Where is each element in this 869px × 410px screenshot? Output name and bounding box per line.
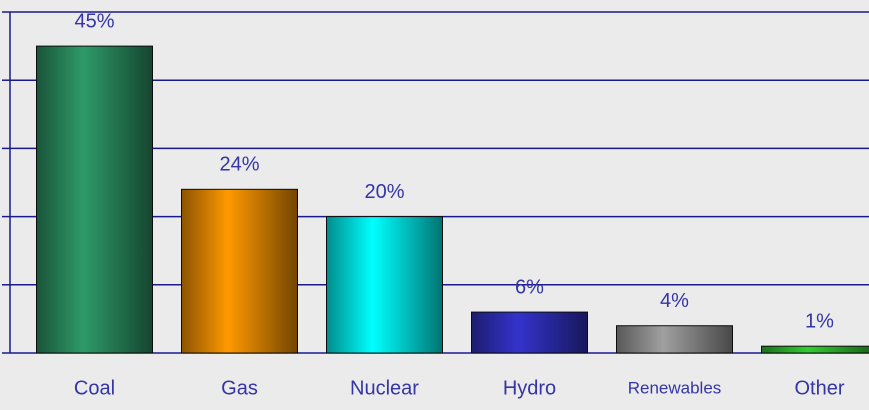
value-label: 20%	[364, 181, 404, 203]
x-tick-label: Other	[794, 377, 844, 399]
x-tick-label: Hydro	[503, 377, 556, 399]
value-label: 6%	[515, 276, 544, 298]
x-tick-label: Gas	[221, 377, 258, 399]
x-tick-label: Renewables	[628, 378, 722, 397]
x-tick-label: Nuclear	[350, 377, 419, 399]
bar	[181, 188, 298, 354]
bar	[761, 345, 869, 354]
bar	[616, 325, 733, 354]
value-label: 24%	[219, 154, 259, 176]
value-label: 45%	[74, 10, 114, 32]
value-label: 1%	[805, 310, 834, 332]
value-label: 4%	[660, 290, 689, 312]
bar	[471, 311, 588, 354]
x-tick-label: Coal	[74, 377, 115, 399]
bar	[36, 45, 153, 354]
bar	[326, 216, 443, 354]
